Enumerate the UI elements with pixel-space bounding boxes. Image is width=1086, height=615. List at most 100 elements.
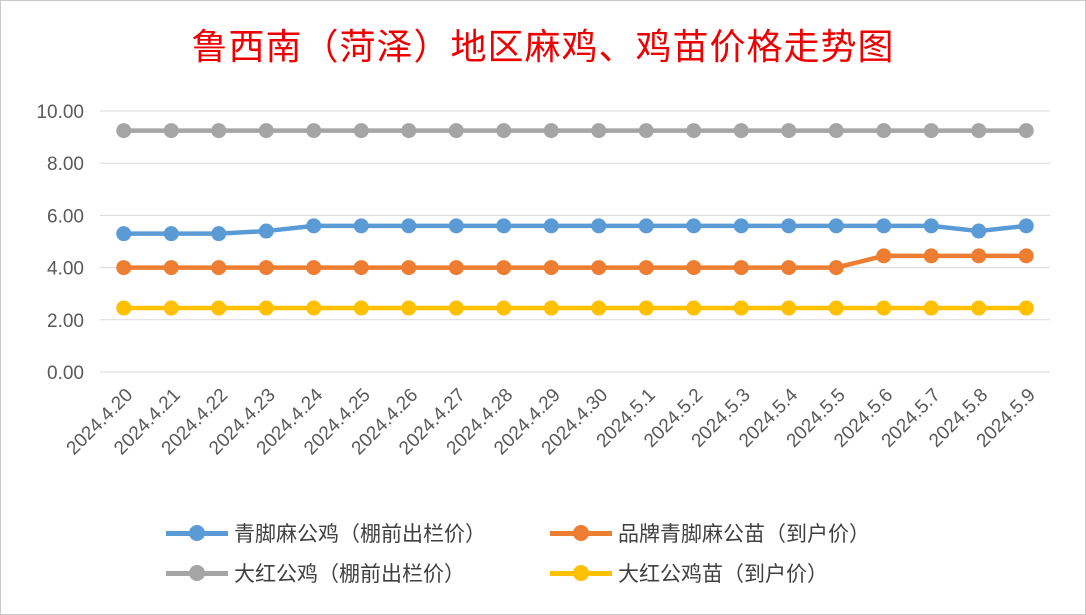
data-point [401, 300, 417, 316]
data-point [781, 300, 797, 316]
data-point [876, 218, 892, 234]
data-point [971, 300, 987, 316]
data-point [448, 218, 464, 234]
data-point [1018, 218, 1034, 234]
data-point [971, 248, 987, 264]
data-point [163, 123, 179, 139]
series-line [123, 223, 1027, 236]
legend-swatch-yellow-icon [550, 563, 612, 583]
data-point [543, 123, 559, 139]
data-point [591, 300, 607, 316]
data-point [638, 300, 654, 316]
data-point [163, 226, 179, 242]
data-point [306, 260, 322, 276]
data-point [733, 300, 749, 316]
data-point [828, 123, 844, 139]
legend-item-dahong-jimiao: 大红公鸡苗（到户价） [550, 558, 828, 588]
legend-label: 大红公鸡（棚前出栏价） [234, 562, 465, 586]
legend-swatch-orange-icon [550, 523, 612, 543]
data-point [733, 123, 749, 139]
data-point [211, 300, 227, 316]
data-point [876, 300, 892, 316]
y-tick-label: 6.00 [47, 206, 84, 227]
data-point [496, 123, 512, 139]
y-tick-label: 10.00 [36, 102, 84, 123]
data-point [116, 260, 132, 276]
data-point [211, 226, 227, 242]
data-point [258, 123, 274, 139]
data-point [496, 260, 512, 276]
data-point [448, 260, 464, 276]
data-point [686, 260, 702, 276]
data-point [923, 248, 939, 264]
data-point [496, 300, 512, 316]
data-point [971, 223, 987, 239]
legend-label: 青脚麻公鸡（棚前出栏价） [234, 522, 486, 546]
data-point [353, 218, 369, 234]
data-point [1018, 248, 1034, 264]
data-point [1018, 300, 1034, 316]
legend-label: 品牌青脚麻公苗（到户价） [618, 522, 870, 546]
legend-item-qingjiao-mago: 青脚麻公鸡（棚前出栏价） [166, 518, 486, 548]
data-point [543, 260, 559, 276]
data-point [448, 123, 464, 139]
data-point [543, 300, 559, 316]
y-tick-label: 2.00 [47, 311, 84, 332]
data-point [638, 260, 654, 276]
y-tick-label: 8.00 [47, 154, 84, 175]
data-point [923, 218, 939, 234]
data-point [781, 260, 797, 276]
data-point [828, 260, 844, 276]
data-point [638, 123, 654, 139]
data-point [353, 300, 369, 316]
legend-item-pinpai-gongmiao: 品牌青脚麻公苗（到户价） [550, 518, 870, 548]
data-point [306, 123, 322, 139]
data-point [733, 260, 749, 276]
series-line [123, 253, 1027, 270]
data-point [876, 248, 892, 264]
data-point [543, 218, 559, 234]
y-tick-label: 0.00 [47, 363, 84, 384]
data-point [211, 123, 227, 139]
data-point [211, 260, 227, 276]
data-point [306, 218, 322, 234]
data-point [116, 226, 132, 242]
data-point [781, 123, 797, 139]
data-point [733, 218, 749, 234]
data-point [353, 123, 369, 139]
data-point [116, 123, 132, 139]
chart-title: 鲁西南（菏泽）地区麻鸡、鸡苗价格走势图 [191, 27, 895, 68]
data-point [686, 123, 702, 139]
data-point [163, 260, 179, 276]
data-point [1018, 123, 1034, 139]
data-point [496, 218, 512, 234]
data-point [828, 218, 844, 234]
data-point [781, 218, 797, 234]
data-point [116, 300, 132, 316]
data-point [591, 123, 607, 139]
data-point [828, 300, 844, 316]
data-point [163, 300, 179, 316]
data-point [258, 223, 274, 239]
data-point [923, 123, 939, 139]
data-point [306, 300, 322, 316]
data-point [638, 218, 654, 234]
y-tick-label: 4.00 [47, 259, 84, 280]
data-point [401, 123, 417, 139]
data-point [591, 218, 607, 234]
data-point [686, 218, 702, 234]
legend-swatch-blue-icon [166, 523, 228, 543]
data-point [258, 260, 274, 276]
data-point [353, 260, 369, 276]
data-point [686, 300, 702, 316]
data-point [971, 123, 987, 139]
legend-label: 大红公鸡苗（到户价） [618, 562, 828, 586]
data-point [258, 300, 274, 316]
data-point [401, 218, 417, 234]
data-point [876, 123, 892, 139]
legend-swatch-gray-icon [166, 563, 228, 583]
legend-item-dahong-gongji: 大红公鸡（棚前出栏价） [166, 558, 465, 588]
data-point [401, 260, 417, 276]
data-point [923, 300, 939, 316]
